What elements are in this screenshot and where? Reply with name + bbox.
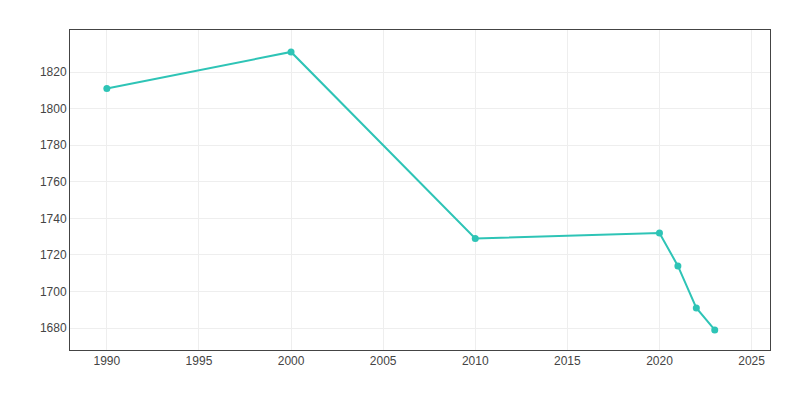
svg-text:1800: 1800 (40, 102, 67, 116)
svg-text:1680: 1680 (40, 321, 67, 335)
svg-text:2020: 2020 (646, 354, 673, 368)
svg-text:1820: 1820 (40, 65, 67, 79)
svg-text:2000: 2000 (278, 354, 305, 368)
svg-text:2015: 2015 (554, 354, 581, 368)
svg-text:1700: 1700 (40, 285, 67, 299)
svg-text:1740: 1740 (40, 212, 67, 226)
svg-text:1990: 1990 (93, 354, 120, 368)
svg-text:2010: 2010 (462, 354, 489, 368)
svg-text:1780: 1780 (40, 138, 67, 152)
svg-text:1995: 1995 (186, 354, 213, 368)
svg-text:1720: 1720 (40, 248, 67, 262)
svg-text:2025: 2025 (738, 354, 765, 368)
svg-text:2005: 2005 (370, 354, 397, 368)
svg-text:1760: 1760 (40, 175, 67, 189)
